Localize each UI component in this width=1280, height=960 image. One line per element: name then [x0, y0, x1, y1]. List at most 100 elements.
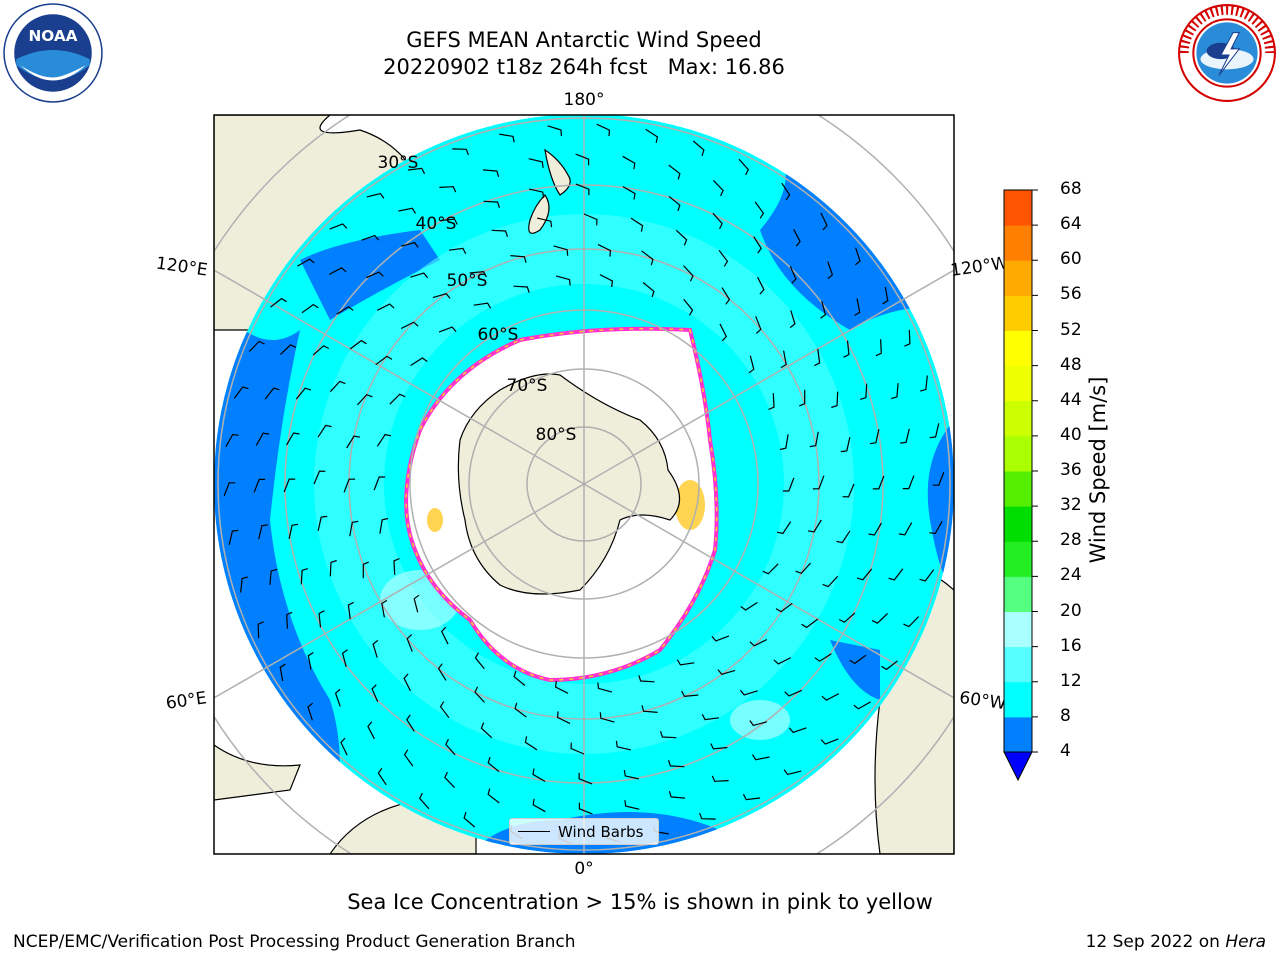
wind-barb: [264, 387, 280, 400]
colorbar-title: Wind Speed [m/s]: [1086, 376, 1110, 564]
wind-barb: [668, 195, 681, 212]
lon-label-180: 180°: [564, 90, 605, 110]
footer-date: 12 Sep 2022 on Hera: [1086, 932, 1266, 952]
wind-barb: [340, 737, 348, 756]
wind-barb: [366, 192, 385, 199]
wind-barb: [789, 265, 797, 284]
wind-barb: [346, 435, 361, 449]
wind-barb: [528, 188, 545, 199]
wind-barb: [318, 610, 325, 628]
colorbar-segment: [1004, 646, 1032, 683]
colorbar-segment: [1004, 330, 1032, 367]
antarctica: [457, 373, 681, 595]
lat-label-30s: 30°S: [378, 153, 419, 173]
wind-barb: [789, 310, 796, 329]
wind-barb: [751, 754, 770, 761]
wind-barb: [749, 638, 768, 647]
wind-barb: [483, 200, 500, 208]
colorbar-segment: [1004, 716, 1032, 753]
wind-barb: [900, 428, 910, 444]
graticule: [214, 115, 954, 854]
wind-barb: [469, 270, 487, 278]
wind-barb: [313, 470, 326, 485]
wind-barb: [675, 229, 688, 246]
colorbar-tick-label: 68: [1060, 179, 1082, 199]
wind-barb: [776, 521, 792, 535]
wind-barb: [583, 213, 598, 226]
wind-barb: [349, 339, 367, 350]
wind-barb: [890, 382, 899, 400]
wind-barbs: [223, 123, 945, 845]
legend-line-swatch: [518, 831, 550, 832]
wind-barb: [836, 530, 851, 544]
wind-barb: [599, 274, 614, 288]
wind-barb: [270, 297, 287, 308]
map-frame: [213, 114, 955, 855]
wind-barb: [438, 326, 457, 333]
wind-barb: [718, 249, 729, 267]
wind-barb: [347, 601, 354, 620]
wind-barb: [379, 517, 389, 534]
wind-barb: [668, 164, 681, 180]
colorbar-segment: [1004, 260, 1032, 296]
wind-barb: [440, 218, 458, 225]
wind-barb: [854, 298, 861, 317]
noaa-logo-text: NOAA: [28, 27, 77, 45]
wind-barb: [692, 140, 705, 156]
wind-barb: [762, 563, 779, 575]
wind-barb: [474, 652, 485, 670]
wind-barb: [297, 258, 315, 267]
wind-barb: [336, 306, 354, 315]
wind-barb: [642, 282, 655, 298]
wind-barb: [285, 432, 300, 446]
wind-barb: [279, 344, 297, 356]
wind-barb: [869, 428, 880, 445]
wind-barb: [375, 355, 393, 366]
footer-producer: NCEP/EMC/Verification Post Processing Pr…: [13, 932, 576, 952]
wind-barb: [784, 689, 803, 697]
footer-date-text: 12 Sep 2022 on: [1085, 932, 1226, 952]
wind-barb: [868, 522, 883, 536]
wind-barb: [334, 688, 341, 707]
wind-barb: [575, 153, 590, 166]
wind-barb: [365, 271, 384, 279]
wind-barb: [288, 523, 299, 540]
colorbar-tick-label: 24: [1060, 565, 1082, 586]
wind-barb: [898, 522, 913, 536]
wind-barb: [482, 169, 500, 178]
wind-barb: [795, 562, 812, 575]
wind-barb: [740, 601, 758, 611]
wind-barb: [376, 433, 392, 447]
wind-barb: [856, 568, 873, 581]
wind-barb: [418, 792, 430, 810]
wind-barb: [788, 727, 807, 734]
wind-barb: [711, 775, 729, 782]
wind-barb: [343, 478, 356, 493]
wind-barb: [929, 423, 940, 439]
wind-barb: [641, 705, 658, 713]
wind-barb: [820, 301, 827, 319]
footer-host: Hera: [1225, 932, 1266, 952]
wind-barb: [377, 767, 387, 786]
wind-barb: [255, 432, 270, 446]
wind-barb: [676, 659, 695, 666]
wind-barb: [307, 651, 314, 670]
wind-barb: [301, 303, 319, 314]
wind-barb: [286, 611, 293, 629]
wind-barb: [821, 693, 840, 701]
wind-barb: [514, 702, 527, 718]
wind-barb: [410, 272, 429, 279]
wind-barb: [300, 568, 308, 585]
wind-barb: [748, 355, 755, 374]
wind-barb: [831, 391, 839, 409]
wind-barb: [668, 790, 686, 799]
wind-barb: [668, 760, 685, 768]
colorbar-segment: [1004, 295, 1032, 331]
wind-barb: [407, 167, 426, 175]
wind-barb: [701, 714, 720, 721]
colorbar-tick-label: 12: [1060, 670, 1082, 691]
wind-barb: [329, 223, 348, 230]
wind-barb: [440, 626, 449, 645]
lat-label-50s: 50°S: [447, 271, 488, 291]
wind-barb: [843, 340, 850, 358]
